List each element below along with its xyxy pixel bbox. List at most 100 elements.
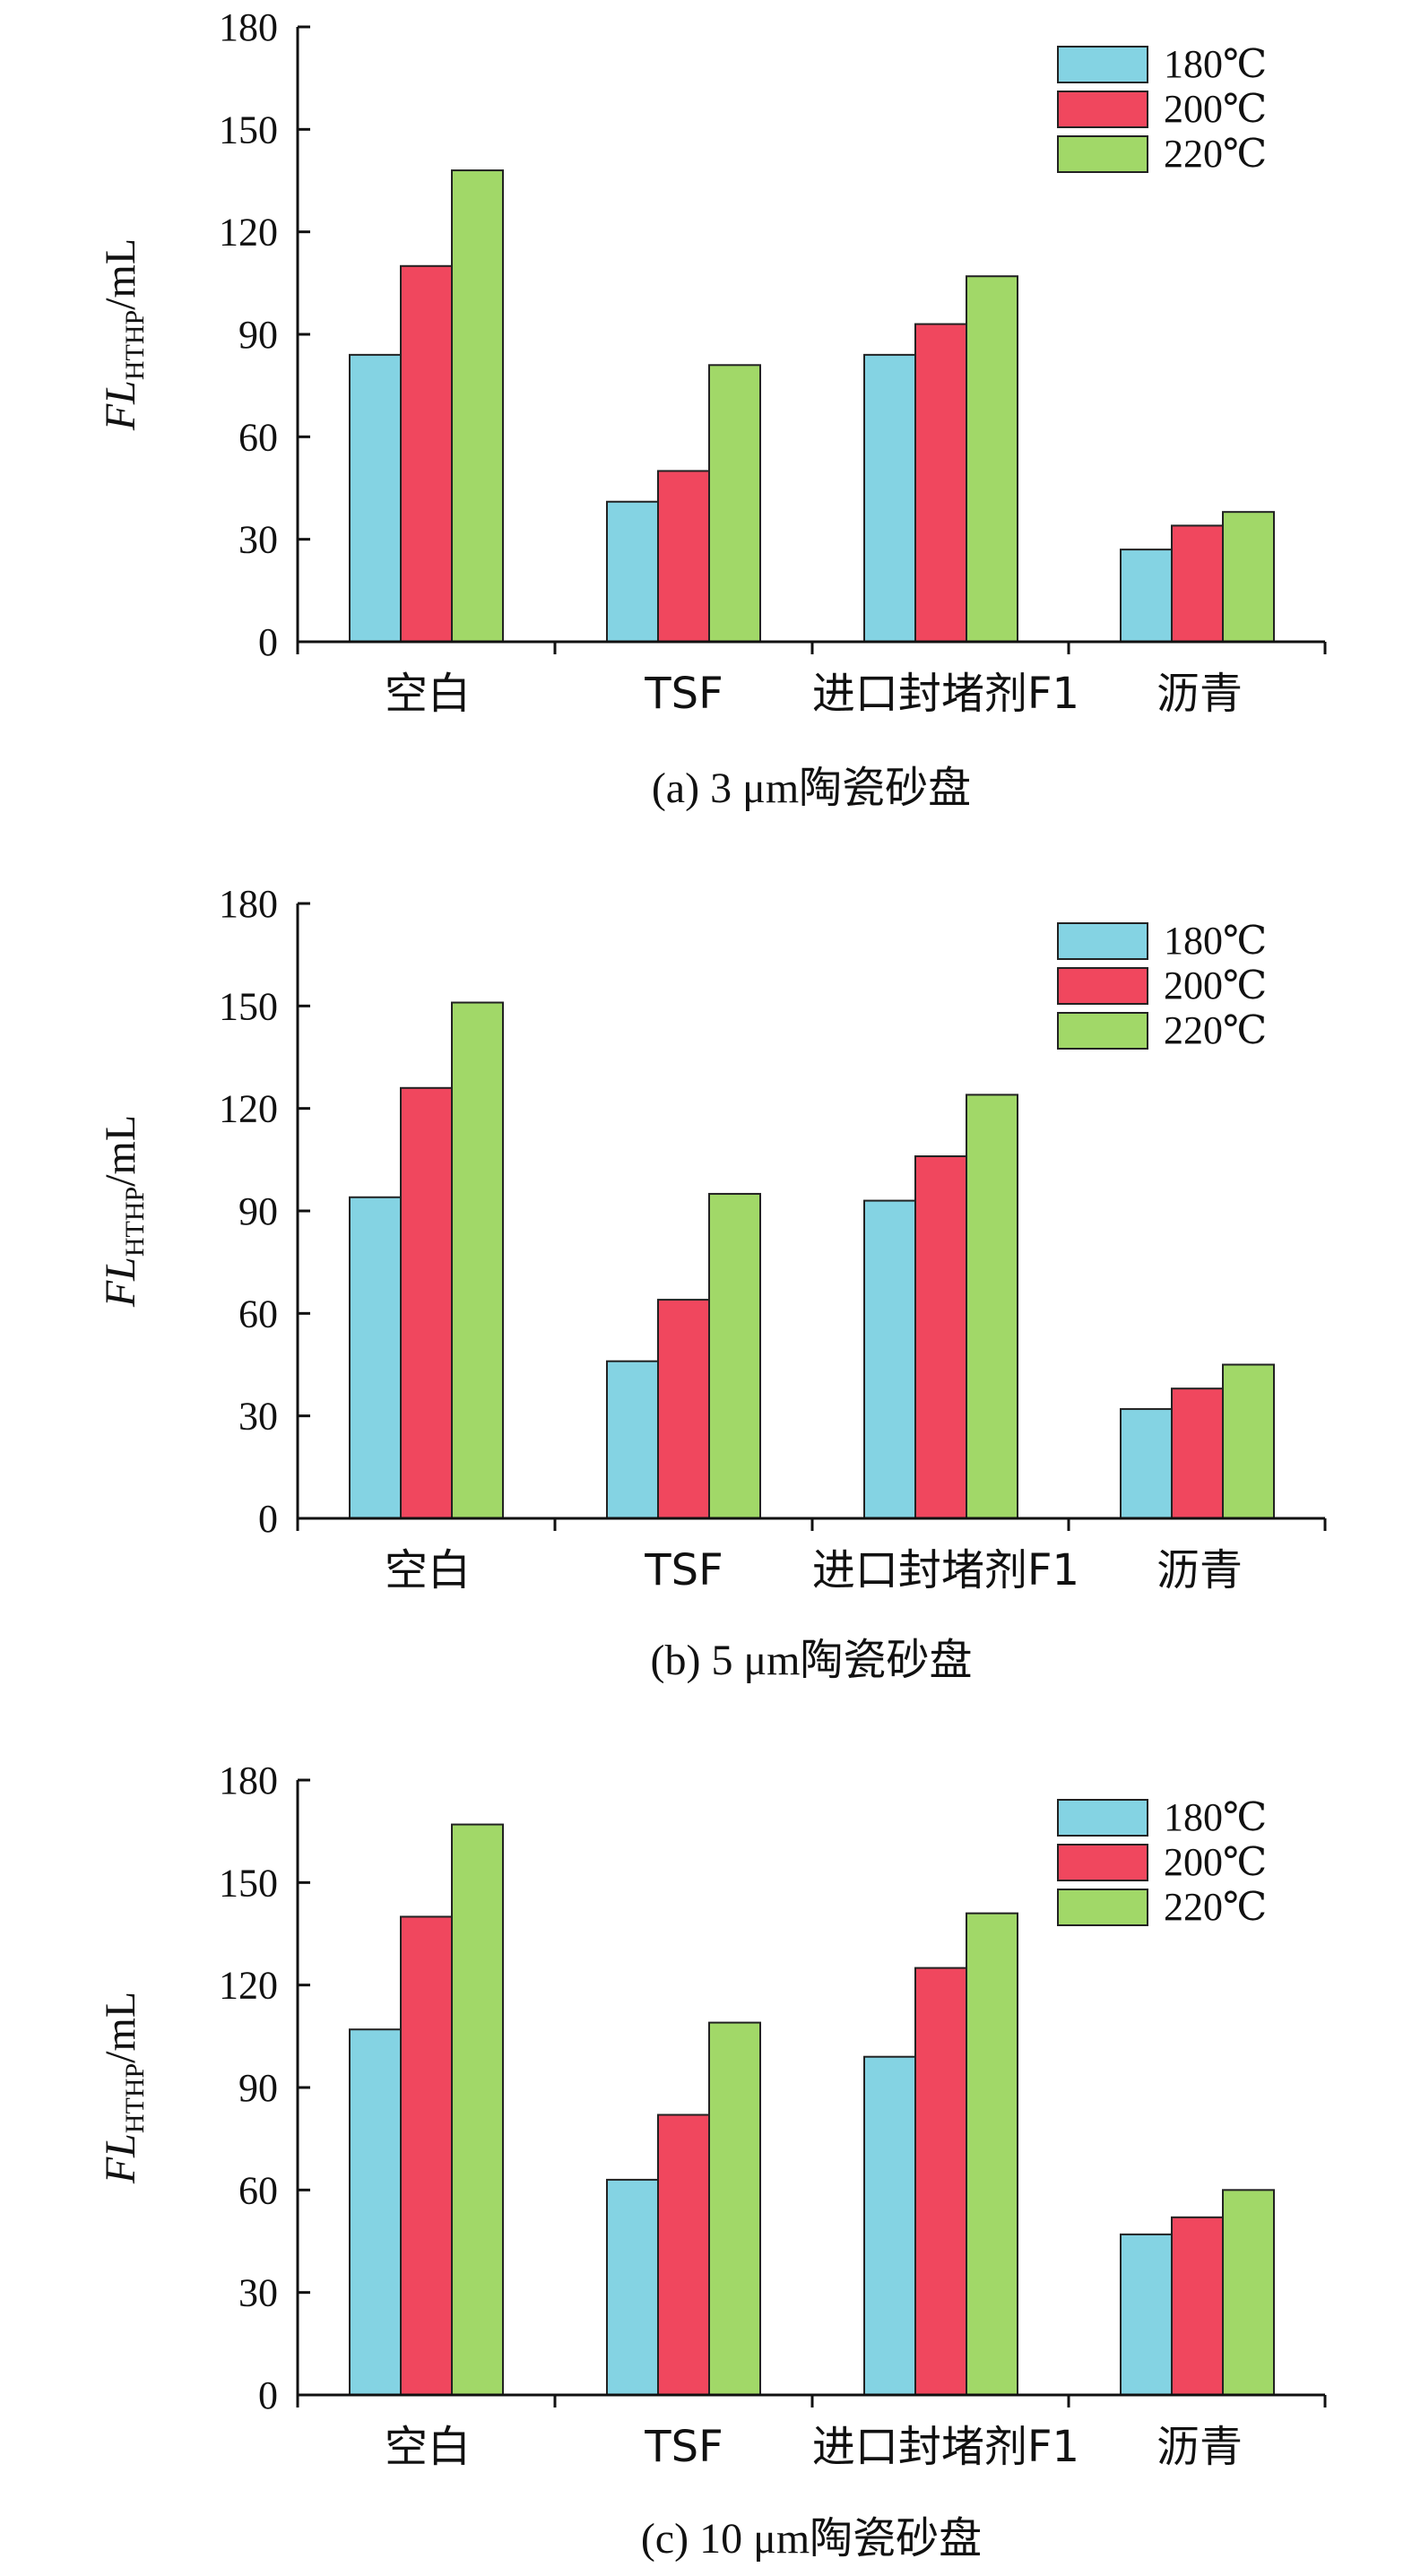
legend-swatch — [1057, 1012, 1148, 1050]
bar — [966, 1912, 1018, 2396]
category-label: 沥青 — [1156, 669, 1243, 719]
y-tick-label: 150 — [219, 1861, 278, 1905]
bar — [863, 2055, 916, 2396]
bar — [451, 169, 504, 644]
category-label: 空白 — [385, 2422, 471, 2472]
bar — [1171, 524, 1224, 644]
legend-label: 200℃ — [1164, 87, 1267, 131]
bar — [400, 1086, 453, 1520]
bar — [708, 364, 761, 643]
y-tick-label: 120 — [219, 1087, 278, 1131]
bar — [1171, 2216, 1224, 2397]
y-tick-label: 30 — [238, 518, 278, 562]
y-axis-title-main: FL — [97, 380, 144, 431]
y-tick-label: 150 — [219, 108, 278, 151]
category-label: 进口封堵剂F1 — [812, 2422, 1079, 2472]
bar — [1120, 549, 1173, 643]
legend-swatch — [1057, 135, 1148, 173]
y-tick-label: 120 — [219, 1964, 278, 2008]
category-label: 沥青 — [1156, 2422, 1243, 2472]
y-axis-title-unit: /mL — [97, 1115, 144, 1187]
chart-panel: 0 30 60 90 120 150 180 空白 TSF 进口封堵剂F1 沥青 FLHTHP/mL 1… — [97, 882, 1327, 1684]
category-label: TSF — [644, 1545, 723, 1595]
bar — [1120, 2233, 1173, 2396]
legend-label: 200℃ — [1164, 1840, 1267, 1884]
y-tick-label: 0 — [258, 1497, 278, 1541]
category-label: TSF — [644, 2422, 723, 2472]
y-tick-label: 180 — [219, 882, 278, 926]
bar — [708, 2021, 761, 2396]
bar — [966, 275, 1018, 643]
bar — [657, 2114, 710, 2396]
chart-panel: 0 30 60 90 120 150 180 空白 TSF 进口封堵剂F1 沥青 FLHTHP/mL 1… — [97, 1759, 1327, 2563]
category-label: 沥青 — [1156, 1545, 1243, 1595]
y-axis-title: FLHTHP/mL — [97, 1992, 150, 2184]
category-label: TSF — [644, 669, 723, 719]
legend-swatch — [1057, 922, 1148, 960]
y-tick-label: 60 — [238, 2168, 278, 2212]
bar — [451, 1823, 504, 2396]
bar — [914, 1967, 967, 2396]
y-axis-title: FLHTHP/mL — [97, 238, 150, 431]
y-axis-title-sub: HTHP — [120, 1187, 150, 1257]
category-label: 空白 — [385, 1545, 471, 1595]
y-tick-label: 0 — [258, 620, 278, 664]
legend-label: 180℃ — [1164, 919, 1267, 963]
bar — [1120, 1408, 1173, 1519]
panel-caption: (c) 10 μm陶瓷砂盘 — [641, 2515, 982, 2563]
legend-label: 220℃ — [1164, 1885, 1267, 1929]
legend-swatch — [1057, 1844, 1148, 1881]
y-axis-title: FLHTHP/mL — [97, 1115, 150, 1308]
category-label: 空白 — [385, 669, 471, 719]
bar — [400, 1915, 453, 2396]
bar — [657, 1299, 710, 1519]
legend-swatch — [1057, 1799, 1148, 1837]
bar — [606, 1360, 659, 1519]
y-tick-label: 150 — [219, 984, 278, 1028]
category-label: 进口封堵剂F1 — [812, 1545, 1079, 1595]
y-tick-label: 180 — [219, 1759, 278, 1802]
y-tick-label: 60 — [238, 1292, 278, 1336]
legend-label: 220℃ — [1164, 132, 1267, 176]
bar — [1222, 1363, 1275, 1519]
bar — [914, 323, 967, 643]
bar — [914, 1155, 967, 1519]
y-axis-title-main: FL — [97, 1257, 144, 1308]
y-axis-title-unit: /mL — [97, 1992, 144, 2063]
y-tick-label: 30 — [238, 1395, 278, 1439]
bar — [349, 1196, 402, 1520]
legend-swatch — [1057, 967, 1148, 1005]
legend-swatch — [1057, 46, 1148, 83]
panel-caption: (a) 3 μm陶瓷砂盘 — [652, 765, 971, 812]
bar — [1222, 2189, 1275, 2396]
bar — [451, 1001, 504, 1519]
legend-swatch — [1057, 91, 1148, 128]
bar — [606, 500, 659, 643]
y-axis-title-sub: HTHP — [120, 2063, 150, 2133]
bar — [863, 1199, 916, 1519]
y-tick-label: 120 — [219, 211, 278, 255]
y-tick-label: 90 — [238, 313, 278, 357]
bar — [1171, 1387, 1224, 1519]
y-axis-title-sub: HTHP — [120, 310, 150, 380]
legend-swatch — [1057, 1889, 1148, 1926]
y-tick-label: 90 — [238, 1189, 278, 1233]
legend-label: 180℃ — [1164, 42, 1267, 86]
bar — [708, 1192, 761, 1519]
bar — [606, 2178, 659, 2396]
bar — [966, 1094, 1018, 1520]
category-label: 进口封堵剂F1 — [812, 669, 1079, 719]
chart-panel: 0 30 60 90 120 150 180 空白 TSF 进口封堵剂F1 沥青 FLHTHP/mL 1… — [97, 5, 1327, 812]
y-tick-label: 90 — [238, 2066, 278, 2110]
legend-label: 180℃ — [1164, 1795, 1267, 1839]
panel-caption: (b) 5 μm陶瓷砂盘 — [650, 1637, 972, 1684]
bar — [349, 2028, 402, 2397]
y-tick-label: 30 — [238, 2271, 278, 2315]
y-axis-title-unit: /mL — [97, 238, 144, 310]
bar — [349, 353, 402, 643]
y-axis-title-main: FL — [97, 2133, 144, 2184]
y-tick-label: 60 — [238, 415, 278, 459]
bar — [657, 470, 710, 644]
bar — [863, 353, 916, 643]
